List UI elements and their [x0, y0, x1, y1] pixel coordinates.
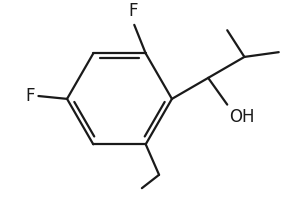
- Text: F: F: [25, 87, 34, 105]
- Text: OH: OH: [229, 108, 255, 126]
- Text: F: F: [129, 2, 138, 20]
